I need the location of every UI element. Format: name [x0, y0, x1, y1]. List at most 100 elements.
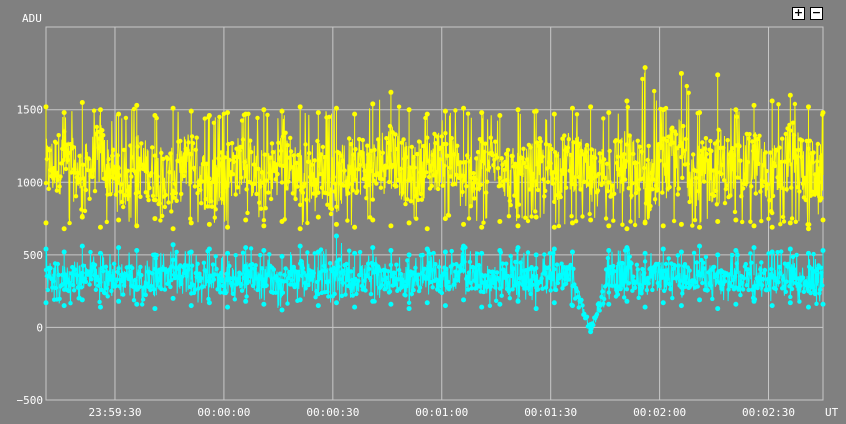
data-point	[66, 150, 71, 156]
data-point	[396, 277, 401, 282]
data-point	[679, 154, 684, 160]
data-point	[652, 197, 658, 202]
data-point	[579, 148, 584, 154]
data-point	[491, 163, 496, 168]
data-point	[355, 282, 360, 287]
data-point	[55, 261, 60, 267]
data-point	[294, 160, 299, 166]
data-point	[774, 148, 779, 153]
data-point	[168, 151, 173, 156]
data-point	[156, 277, 161, 283]
x-tick-label: 00:01:30	[524, 406, 577, 419]
data-point	[425, 276, 430, 281]
data-point	[194, 135, 199, 140]
data-point	[312, 251, 317, 256]
data-point	[630, 288, 635, 293]
data-point	[217, 114, 222, 120]
data-point	[254, 276, 259, 281]
data-point	[99, 287, 104, 292]
min-point	[152, 216, 158, 222]
data-point	[811, 150, 816, 155]
data-point	[540, 286, 545, 291]
data-point	[193, 147, 198, 152]
data-point	[138, 264, 143, 270]
data-point	[605, 255, 611, 261]
peak-point	[660, 246, 666, 252]
data-point	[481, 289, 486, 295]
zoom-in-button[interactable]: +	[792, 6, 805, 20]
min-point	[805, 304, 811, 310]
data-point	[139, 141, 144, 146]
min-point	[551, 300, 557, 306]
data-point	[74, 273, 80, 278]
data-point	[533, 277, 538, 282]
peak-point	[188, 108, 194, 114]
data-point	[778, 222, 783, 227]
data-point	[291, 153, 296, 158]
data-point	[616, 172, 621, 177]
data-point	[779, 159, 784, 165]
data-point	[365, 272, 370, 278]
data-point	[455, 273, 461, 278]
data-point	[459, 262, 464, 267]
data-point	[783, 289, 788, 294]
data-point	[758, 267, 763, 272]
data-point	[192, 287, 198, 293]
peak-point	[370, 101, 376, 107]
zoom-out-button[interactable]: −	[810, 6, 823, 20]
data-point	[798, 283, 803, 288]
data-point	[583, 150, 589, 155]
peak-point	[352, 250, 358, 256]
data-point	[398, 271, 404, 277]
data-point	[747, 271, 752, 276]
data-point	[140, 297, 146, 302]
data-point	[734, 114, 739, 120]
min-point	[152, 306, 158, 312]
data-point	[243, 174, 248, 179]
data-point	[600, 180, 605, 185]
data-point	[632, 285, 638, 290]
data-point	[475, 251, 480, 256]
data-point	[289, 278, 295, 283]
data-point	[722, 279, 728, 284]
data-point	[681, 148, 687, 153]
data-point	[263, 206, 268, 211]
peak-point	[769, 249, 775, 255]
data-point	[433, 262, 438, 267]
data-point	[311, 191, 316, 196]
peak-point	[588, 322, 594, 328]
data-point	[604, 161, 610, 166]
data-point	[536, 143, 542, 149]
data-point	[786, 261, 791, 267]
data-point	[238, 271, 243, 277]
data-point	[559, 168, 564, 173]
data-point	[327, 114, 332, 120]
data-point	[397, 178, 403, 184]
peak-point	[225, 250, 231, 256]
data-point	[227, 263, 232, 269]
data-point	[405, 258, 410, 263]
data-point	[625, 105, 630, 110]
data-point	[655, 187, 660, 192]
data-point	[730, 252, 735, 258]
min-point	[805, 226, 811, 232]
data-point	[708, 138, 713, 144]
data-point	[400, 190, 405, 195]
data-point	[333, 181, 338, 187]
data-point	[701, 260, 706, 265]
data-point	[406, 177, 412, 183]
data-point	[45, 287, 50, 293]
data-point	[685, 161, 690, 167]
data-point	[688, 179, 693, 184]
data-point	[212, 272, 217, 277]
peak-point	[116, 245, 122, 251]
data-point	[789, 216, 795, 221]
data-point	[71, 282, 76, 288]
data-point	[694, 169, 699, 174]
data-point	[122, 193, 128, 198]
data-point	[136, 190, 141, 195]
data-point	[220, 190, 226, 195]
data-point	[444, 141, 449, 147]
data-point	[418, 191, 424, 197]
data-point	[691, 250, 697, 256]
